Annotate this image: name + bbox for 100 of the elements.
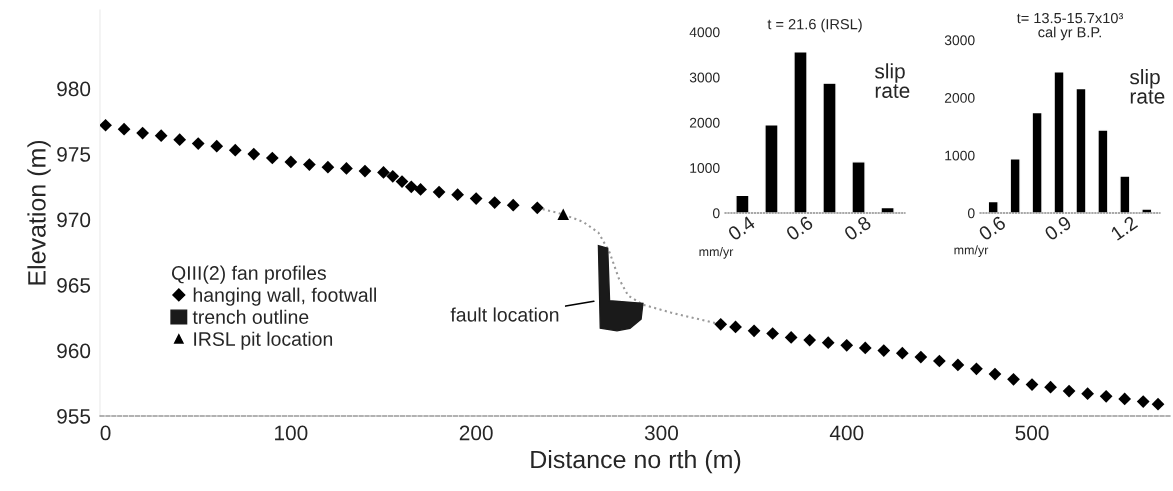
point: [714, 317, 728, 331]
point: [321, 160, 335, 174]
point: [469, 192, 483, 205]
point: [358, 164, 372, 178]
x-tick-label: 0.6: [785, 215, 814, 242]
x-tick-label: 500: [1015, 425, 1049, 441]
point: [228, 143, 242, 157]
point: [1099, 389, 1113, 403]
x-tick-label: 100: [275, 425, 308, 441]
point: [247, 147, 261, 161]
point: [210, 139, 224, 153]
y-tick-label: 980: [57, 81, 91, 97]
bar: [1097, 129, 1109, 213]
y-tick-label: 0: [712, 208, 720, 219]
point: [191, 137, 205, 150]
point: [377, 166, 390, 179]
x-tick-label: 0.6: [977, 215, 1007, 242]
y-tick-label: 955: [57, 409, 91, 424]
legend-label: IRSL pit location: [194, 331, 333, 350]
x-tick-label: 300: [644, 425, 679, 441]
y-tick-label: 1000: [690, 163, 720, 173]
point: [303, 158, 316, 171]
point: [414, 183, 427, 196]
point: [821, 336, 835, 350]
point: [1062, 384, 1076, 398]
x-tick-label: 200: [459, 425, 493, 441]
point: [914, 350, 928, 364]
point: [1007, 372, 1020, 386]
y-axis-title: Elevation (m): [27, 140, 51, 285]
point: [1081, 387, 1094, 401]
point: [173, 133, 187, 147]
y-tick-label: 965: [57, 278, 91, 293]
annotation: fault location: [450, 307, 559, 322]
point: [877, 344, 891, 357]
x-axis-title: mm/yr: [954, 245, 989, 257]
point: [265, 151, 279, 165]
annotation: slip rate: [1129, 69, 1165, 104]
point: [100, 118, 112, 132]
chart-title: t= 13.5-15.7x10³: [1016, 12, 1124, 24]
annotation: slip rate: [874, 63, 910, 98]
point: [136, 126, 149, 140]
bar: [1075, 87, 1087, 213]
point: [784, 331, 798, 344]
x-tick-label: 400: [829, 425, 864, 441]
y-tick-label: 1000: [945, 150, 975, 161]
bar: [793, 51, 808, 213]
x-tick-label: 0: [100, 425, 111, 441]
y-tick-label: 2000: [944, 93, 975, 103]
point: [451, 188, 464, 202]
bar: [851, 161, 866, 213]
point: [747, 324, 761, 338]
y-tick-label: 975: [57, 147, 91, 162]
point: [404, 180, 418, 194]
point: [988, 367, 1002, 381]
point: [1136, 395, 1150, 408]
chart-title: t = 21.6 (IRSL): [767, 18, 862, 33]
point: [340, 162, 353, 175]
y-tick-label: 3000: [944, 35, 975, 46]
y-tick-label: 970: [57, 212, 91, 228]
x-tick-label: 0.8: [843, 215, 872, 242]
x-axis-title: Distance no rth (m): [531, 450, 741, 474]
bar: [822, 82, 837, 213]
legend-title: QIII(2) fan profiles: [171, 265, 326, 284]
point: [386, 169, 400, 183]
point: [530, 201, 544, 215]
bar: [764, 124, 779, 213]
point: [970, 362, 983, 376]
point: [1151, 397, 1165, 411]
legend-label: hanging wall, footwall: [193, 287, 376, 306]
point: [284, 155, 298, 169]
bar: [735, 194, 750, 213]
x-tick-label: 0.9: [1043, 215, 1073, 242]
point: [432, 185, 446, 199]
point: [1118, 392, 1132, 406]
y-tick-label: 4000: [689, 27, 720, 38]
chart-subtitle: cal yr B.P.: [1038, 26, 1101, 41]
y-tick-label: 960: [57, 343, 91, 359]
point: [488, 196, 502, 209]
point: [803, 333, 817, 347]
point: [895, 346, 909, 360]
bar: [1031, 111, 1043, 213]
point: [557, 208, 570, 221]
y-tick-label: 3000: [689, 72, 720, 83]
y-tick-label: 0: [967, 208, 975, 219]
point: [1044, 380, 1057, 394]
point: [154, 129, 168, 143]
point: [766, 327, 779, 340]
point: [117, 122, 131, 136]
point: [951, 358, 965, 372]
bar: [1119, 175, 1131, 213]
bar: [1053, 71, 1065, 213]
x-tick-label: 0.4: [727, 215, 757, 242]
bar: [1009, 158, 1021, 213]
point: [840, 338, 854, 352]
legend-label: trench outline: [192, 309, 309, 324]
y-tick-label: 2000: [689, 117, 720, 128]
x-axis-title: mm/yr: [699, 246, 734, 259]
x-tick-label: 1.2: [1110, 215, 1139, 241]
point: [506, 198, 520, 212]
point: [858, 341, 872, 355]
